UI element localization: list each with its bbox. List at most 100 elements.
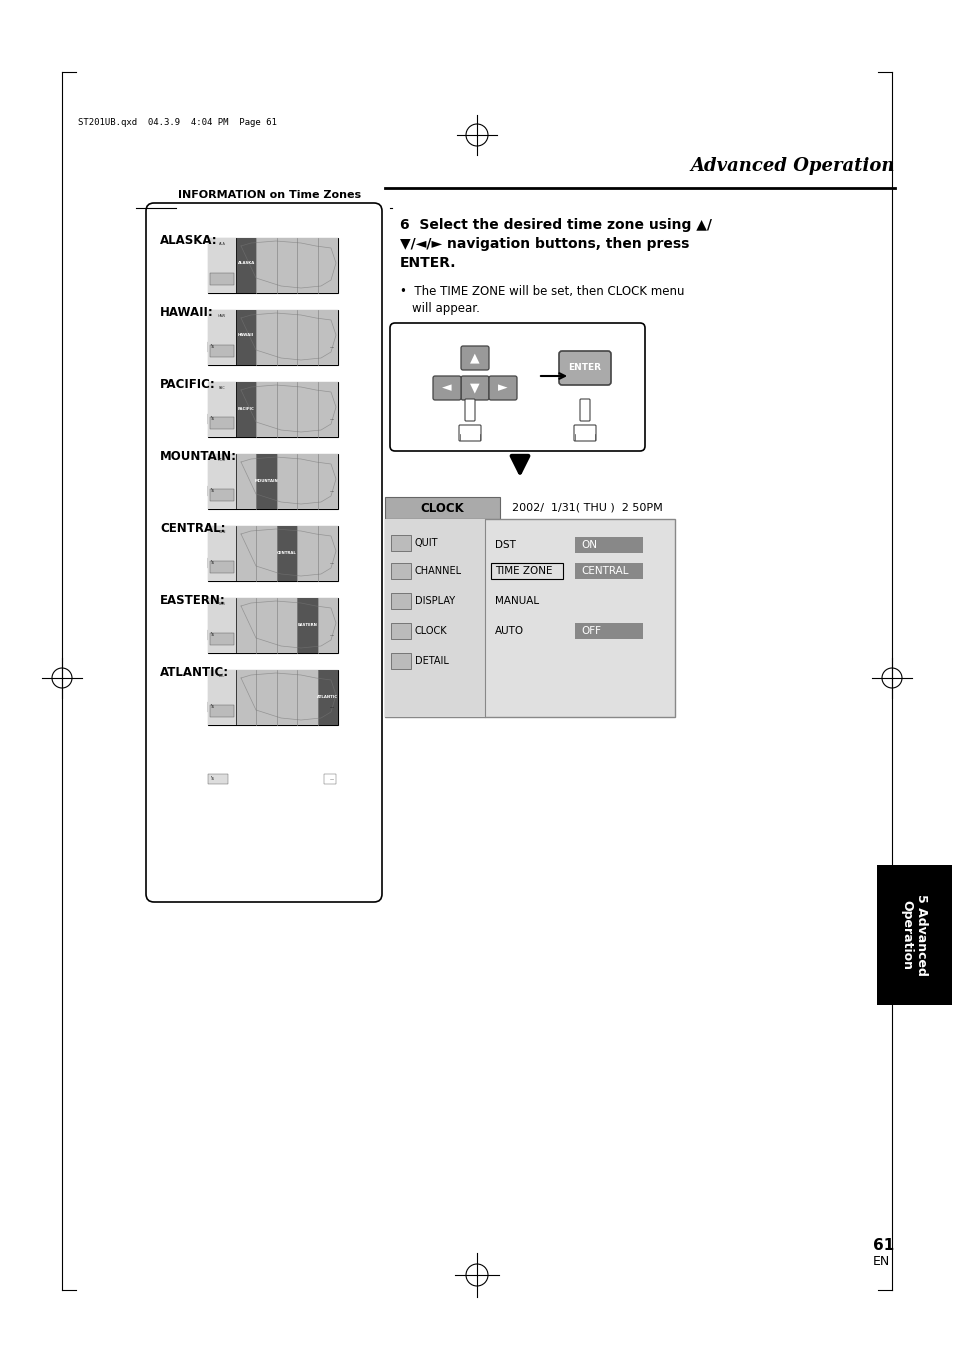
FancyBboxPatch shape	[385, 497, 499, 519]
FancyBboxPatch shape	[317, 238, 337, 293]
Text: AUTO: AUTO	[495, 626, 523, 636]
FancyBboxPatch shape	[391, 623, 411, 639]
FancyBboxPatch shape	[208, 342, 228, 353]
FancyBboxPatch shape	[235, 309, 256, 365]
FancyBboxPatch shape	[297, 670, 317, 725]
Text: —: —	[330, 561, 334, 565]
FancyBboxPatch shape	[208, 598, 337, 653]
Text: CEN: CEN	[218, 530, 226, 534]
FancyBboxPatch shape	[297, 309, 317, 365]
FancyBboxPatch shape	[324, 342, 335, 353]
Text: EAS: EAS	[218, 603, 225, 607]
Text: CLOCK: CLOCK	[415, 626, 447, 636]
FancyBboxPatch shape	[579, 399, 589, 422]
Text: 's: 's	[211, 561, 214, 565]
Text: MOUNTAIN: MOUNTAIN	[254, 480, 278, 484]
Text: ATL: ATL	[218, 674, 225, 678]
Text: will appear.: will appear.	[412, 303, 479, 315]
Text: PAC: PAC	[218, 386, 225, 390]
FancyBboxPatch shape	[235, 382, 256, 436]
Text: 2002/  1/31( THU )  2 50PM: 2002/ 1/31( THU ) 2 50PM	[512, 503, 662, 513]
Text: CENTRAL: CENTRAL	[580, 566, 628, 576]
Text: —: —	[330, 705, 334, 709]
FancyBboxPatch shape	[208, 526, 337, 581]
Text: ▼/◄/► navigation buttons, then press: ▼/◄/► navigation buttons, then press	[399, 236, 689, 251]
Text: QUIT: QUIT	[415, 538, 438, 549]
FancyBboxPatch shape	[208, 309, 337, 365]
Text: ▼: ▼	[470, 381, 479, 394]
FancyBboxPatch shape	[489, 376, 517, 400]
FancyBboxPatch shape	[235, 238, 256, 293]
FancyBboxPatch shape	[235, 309, 256, 365]
FancyBboxPatch shape	[208, 309, 235, 365]
FancyBboxPatch shape	[256, 526, 276, 581]
Text: HAW: HAW	[217, 313, 226, 317]
FancyBboxPatch shape	[235, 454, 256, 509]
FancyBboxPatch shape	[276, 382, 297, 436]
FancyBboxPatch shape	[146, 203, 381, 902]
FancyBboxPatch shape	[391, 593, 411, 609]
FancyBboxPatch shape	[574, 426, 596, 440]
Text: CENTRAL: CENTRAL	[276, 551, 296, 555]
FancyBboxPatch shape	[458, 426, 480, 440]
FancyBboxPatch shape	[575, 623, 642, 639]
Text: HAWAII: HAWAII	[238, 332, 254, 342]
FancyBboxPatch shape	[297, 382, 317, 436]
Text: DISPLAY: DISPLAY	[415, 596, 455, 607]
FancyBboxPatch shape	[276, 309, 297, 365]
Text: ON: ON	[580, 540, 597, 550]
Text: 6  Select the desired time zone using ▲/: 6 Select the desired time zone using ▲/	[399, 218, 711, 232]
FancyBboxPatch shape	[297, 454, 317, 509]
FancyBboxPatch shape	[276, 598, 297, 653]
Text: ALA: ALA	[218, 242, 225, 246]
FancyBboxPatch shape	[317, 670, 337, 725]
FancyBboxPatch shape	[391, 535, 411, 551]
FancyBboxPatch shape	[235, 598, 256, 653]
Text: DETAIL: DETAIL	[415, 657, 449, 666]
FancyBboxPatch shape	[324, 703, 335, 712]
FancyBboxPatch shape	[208, 486, 228, 496]
Text: INFORMATION on Time Zones: INFORMATION on Time Zones	[178, 190, 361, 200]
Text: OFF: OFF	[580, 626, 600, 636]
FancyBboxPatch shape	[210, 634, 233, 644]
FancyBboxPatch shape	[276, 526, 297, 581]
Text: MOUNTAIN:: MOUNTAIN:	[160, 450, 236, 463]
Text: 's: 's	[211, 632, 214, 638]
Text: ENTER.: ENTER.	[399, 255, 456, 270]
FancyBboxPatch shape	[208, 413, 228, 424]
FancyBboxPatch shape	[208, 382, 337, 436]
FancyBboxPatch shape	[256, 382, 276, 436]
FancyBboxPatch shape	[210, 273, 233, 285]
FancyBboxPatch shape	[256, 309, 276, 365]
FancyBboxPatch shape	[385, 519, 675, 717]
Text: EN: EN	[872, 1255, 889, 1269]
Text: ►: ►	[497, 381, 507, 394]
FancyBboxPatch shape	[391, 653, 411, 669]
Text: ST201UB.qxd  04.3.9  4:04 PM  Page 61: ST201UB.qxd 04.3.9 4:04 PM Page 61	[78, 118, 276, 127]
Text: —: —	[330, 777, 334, 781]
FancyBboxPatch shape	[208, 630, 228, 640]
FancyBboxPatch shape	[324, 486, 335, 496]
FancyBboxPatch shape	[208, 454, 235, 509]
Text: ATLANTIC: ATLANTIC	[317, 694, 338, 698]
FancyBboxPatch shape	[876, 865, 951, 1005]
FancyBboxPatch shape	[208, 558, 228, 567]
FancyBboxPatch shape	[208, 526, 235, 581]
Text: 's: 's	[211, 416, 214, 422]
Text: EASTERN:: EASTERN:	[160, 594, 226, 607]
FancyBboxPatch shape	[256, 454, 276, 509]
Text: MANUAL: MANUAL	[495, 596, 538, 607]
Text: CENTRAL:: CENTRAL:	[160, 521, 225, 535]
Text: 5 Advanced
Operation: 5 Advanced Operation	[900, 894, 927, 975]
Text: PACIFIC: PACIFIC	[237, 407, 254, 411]
FancyBboxPatch shape	[210, 705, 233, 717]
FancyBboxPatch shape	[208, 382, 235, 436]
Text: ALASKA: ALASKA	[237, 261, 254, 269]
FancyBboxPatch shape	[324, 413, 335, 424]
FancyBboxPatch shape	[235, 382, 256, 436]
Text: ▲: ▲	[470, 351, 479, 365]
Text: PACIFIC:: PACIFIC:	[160, 378, 215, 390]
FancyBboxPatch shape	[317, 382, 337, 436]
Text: 's: 's	[211, 488, 214, 493]
FancyBboxPatch shape	[208, 774, 228, 784]
